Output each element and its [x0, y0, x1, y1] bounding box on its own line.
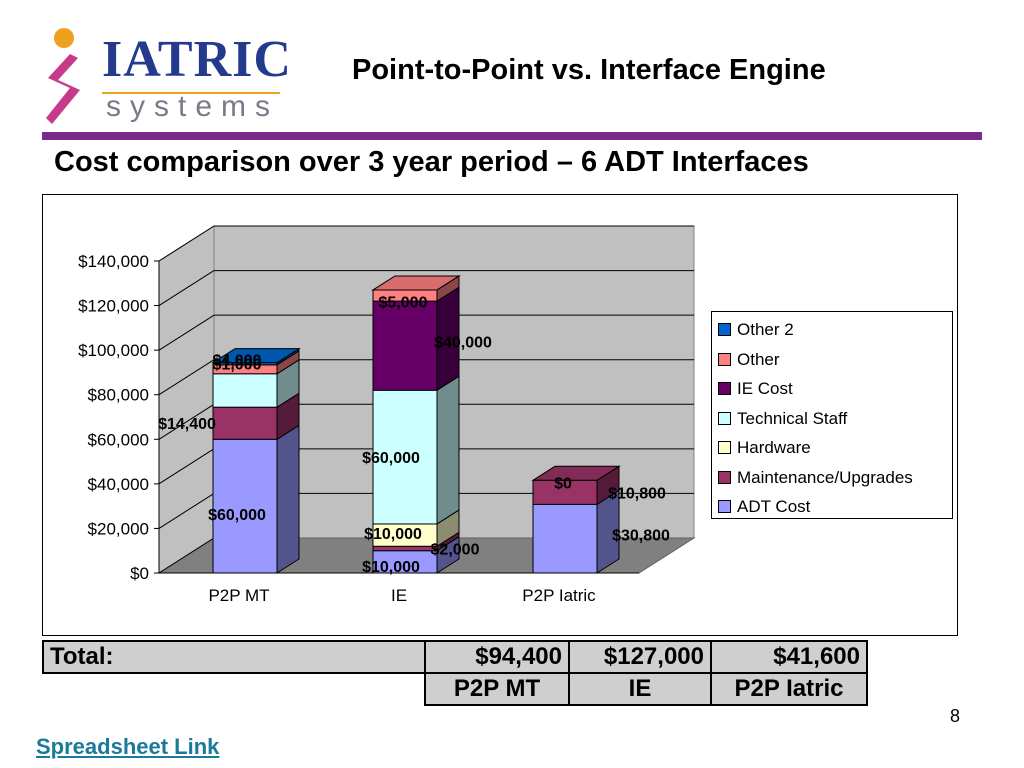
totals-header-row: P2P MT IE P2P Iatric — [43, 672, 868, 706]
data-label: $4,000 — [213, 352, 262, 369]
logo-word: IATRIC — [102, 31, 292, 88]
slide-title: Point-to-Point vs. Interface Engine — [352, 54, 826, 86]
legend-swatch — [718, 323, 731, 336]
logo-subword: systems — [106, 90, 280, 123]
gridline-side — [158, 225, 215, 262]
totals-row: Total: $94,400 $127,000 $41,600 — [42, 640, 868, 674]
x-category-label: P2P Iatric — [522, 586, 596, 605]
total-p2p-mt: $94,400 — [424, 640, 570, 674]
legend-item: Other 2 — [718, 320, 794, 340]
data-label: $10,000 — [364, 526, 422, 543]
gridline-side — [158, 448, 215, 485]
totals-label: Total: — [42, 640, 426, 674]
legend-swatch — [718, 470, 731, 484]
legend-label: Hardware — [737, 438, 811, 457]
bar-segment — [212, 373, 278, 408]
y-tick-label: $120,000 — [78, 297, 149, 316]
legend-swatch — [718, 352, 731, 366]
logo-underline — [102, 92, 280, 94]
bar-segment — [372, 300, 438, 391]
legend-item: IE Cost — [718, 379, 793, 399]
bar-segment — [212, 438, 278, 574]
gridline-side — [158, 359, 215, 396]
gridline-side — [158, 270, 215, 306]
spreadsheet-link[interactable]: Spreadsheet Link — [36, 734, 220, 759]
header-ie: IE — [568, 672, 712, 706]
legend-label: IE Cost — [737, 379, 793, 398]
legend-swatch — [718, 441, 731, 454]
iatric-logo: IATRIC systems — [40, 26, 292, 131]
data-label: $60,000 — [362, 450, 420, 467]
data-label: $10,800 — [608, 485, 666, 502]
data-label: $60,000 — [208, 507, 266, 524]
bar-segment — [532, 503, 598, 574]
bar-segment — [212, 406, 278, 440]
x-category-label: IE — [391, 586, 407, 605]
bar-top — [211, 348, 301, 364]
data-label: $0 — [554, 475, 572, 492]
chart-side-wall — [158, 225, 215, 574]
legend-item: Technical Staff — [718, 409, 847, 429]
y-tick-label: $0 — [130, 564, 149, 583]
legend-item: Other — [718, 350, 780, 370]
y-tick-label: $20,000 — [88, 519, 149, 538]
y-tick-label: $60,000 — [88, 430, 149, 449]
legend-item: ADT Cost — [718, 497, 810, 517]
stacked-bar-chart: $0 $20,000 $40,000 $60,000 $80,000 $100,000 $1… — [78, 225, 696, 605]
legend-swatch — [718, 382, 731, 395]
legend-label: Maintenance/Upgrades — [737, 467, 913, 487]
gridline-side — [158, 403, 215, 440]
total-ie: $127,000 — [568, 640, 712, 674]
bar-segment — [372, 545, 438, 552]
page-number: 8 — [950, 706, 961, 726]
gridline-side — [158, 537, 215, 574]
legend-item: Hardware — [718, 438, 811, 458]
totals-blank — [43, 673, 425, 705]
bar-segment-side — [276, 424, 300, 574]
legend-label: Other — [737, 349, 780, 369]
title-divider — [42, 132, 982, 140]
data-label: $14,400 — [158, 416, 216, 433]
data-label: $2,000 — [431, 541, 480, 558]
legend-label: Technical Staff — [737, 408, 848, 428]
legend-label: Other 2 — [737, 320, 794, 339]
legend-swatch — [718, 411, 731, 425]
bar-top — [531, 465, 621, 481]
y-tick-label: $80,000 — [88, 386, 149, 405]
x-category-label: P2P MT — [208, 586, 269, 605]
chart-area: $0 $20,000 $40,000 $60,000 $80,000 $100,000 $1… — [42, 194, 958, 636]
header-p2p-mt: P2P MT — [424, 672, 570, 706]
y-tick-label: $140,000 — [78, 252, 149, 271]
data-label: $5,000 — [379, 295, 428, 312]
logo-mark-icon — [46, 28, 80, 124]
y-tick-label: $40,000 — [88, 475, 149, 494]
legend-item: Maintenance/Upgrades — [718, 468, 913, 488]
data-label: $1,000 — [213, 357, 262, 374]
gridline-side — [158, 314, 215, 351]
totals-table: Total: $94,400 $127,000 $41,600 P2P MT I… — [42, 640, 868, 706]
y-tick-label: $100,000 — [78, 341, 149, 360]
bar-top — [371, 275, 461, 291]
legend-swatch — [718, 500, 731, 513]
chart-legend: Other 2 Other IE Cost Technical Staff Hardwa… — [711, 311, 953, 519]
total-p2p-iatric: $41,600 — [710, 640, 868, 674]
header-p2p-iatric: P2P Iatric — [710, 672, 868, 706]
gridline-side — [158, 493, 215, 529]
legend-label: ADT Cost — [737, 497, 811, 516]
slide-subtitle: Cost comparison over 3 year period – 6 A… — [54, 146, 809, 178]
data-label: $10,000 — [362, 559, 420, 576]
bar-segment-side — [436, 375, 460, 525]
data-label: $40,000 — [434, 335, 492, 352]
data-label: $30,800 — [612, 528, 670, 545]
